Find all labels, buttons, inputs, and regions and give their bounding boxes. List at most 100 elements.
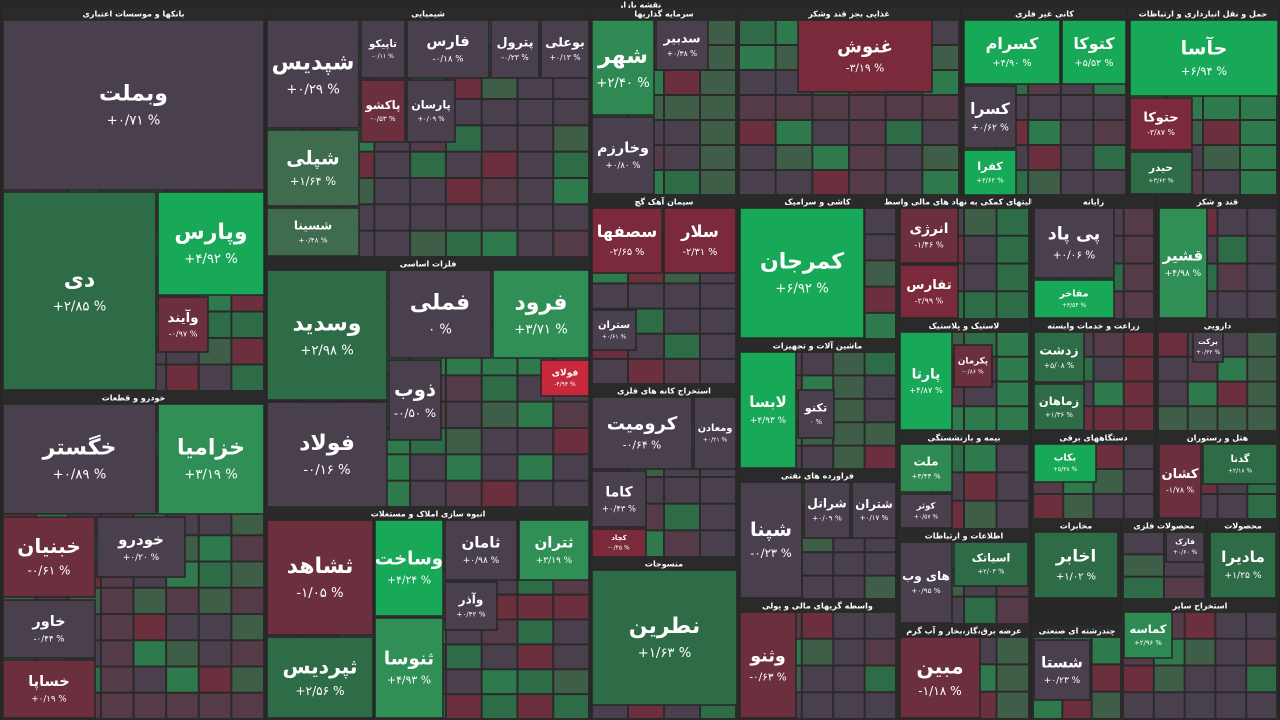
stock-tile[interactable]: وآیند -۰/۹۷ %	[157, 296, 209, 353]
stock-tile[interactable]: اخابر +۱/۰۲ %	[1033, 531, 1119, 599]
stock-tile[interactable]: بکاب +۵/۳۸ %	[1033, 443, 1097, 483]
tile-change: -۰/۶۳ %	[749, 671, 787, 683]
stock-tile[interactable]: های وب +۰/۹۵ %	[899, 541, 953, 624]
stock-tile[interactable]: مادیرا +۱/۲۵ %	[1209, 531, 1277, 599]
tile-name: وساخت	[375, 548, 443, 569]
stock-tile[interactable]: شهر +۲/۴۰ %	[591, 19, 655, 116]
stock-tile[interactable]: کچاد -۰/۴۵ %	[591, 528, 647, 558]
stock-tile[interactable]: حآسا +۶/۹۴ %	[1129, 19, 1279, 97]
stock-tile[interactable]: وآذر+۰/۴۲ %	[444, 581, 498, 631]
stock-tile[interactable]: لابسا +۴/۹۳ %	[739, 351, 797, 469]
stock-tile[interactable]: خبنیان -۰/۶۱ %	[2, 516, 96, 598]
tile-box	[899, 331, 953, 431]
stock-tile[interactable]: کسرام +۴/۹۰ %	[963, 19, 1061, 85]
stock-tile[interactable]: تفارس -۲/۹۹ %	[899, 264, 959, 319]
stock-tile[interactable]: سصفها -۲/۶۵ %	[591, 207, 663, 274]
tile-name: کوثر	[916, 502, 936, 512]
stock-tile[interactable]: خساپا +۰/۱۹ %	[2, 659, 96, 719]
stock-tile[interactable]: وبملت +۰/۷۱ %	[2, 19, 265, 191]
stock-tile[interactable]: ثامان +۰/۹۸ %	[444, 519, 518, 581]
stock-tile[interactable]: گدنا +۲/۱۸ %	[1202, 443, 1278, 485]
stock-tile[interactable]: زدشت +۵/۰۸ %	[1033, 331, 1085, 383]
stock-tile[interactable]: زماهان +۱/۳۶ %	[1033, 383, 1085, 431]
stock-tile[interactable]: وپارس +۴/۹۲ %	[157, 191, 265, 296]
tile-box	[266, 207, 360, 257]
stock-tile[interactable]: خگستر +۰/۸۹ %	[2, 403, 157, 515]
stock-tile[interactable]: قشیر +۴/۹۸ %	[1158, 207, 1208, 319]
stock-tile[interactable]: وخارزم +۰/۸۰ %	[591, 116, 655, 195]
stock-tile[interactable]: تاپیکو -۰/۱۱ %	[360, 19, 406, 79]
stock-tile[interactable]: وساخت +۴/۲۴ %	[374, 519, 444, 617]
stock-tile[interactable]: تکنو ۰ %	[797, 389, 835, 439]
stock-tile[interactable]: پی پاد +۰/۰۶ %	[1033, 207, 1115, 279]
stock-tile[interactable]: فولای -۴/۹۴ %	[540, 359, 590, 397]
stock-tile[interactable]: کماسه +۲/۹۶ %	[1123, 611, 1173, 659]
stock-tile[interactable]: فارک +۰/۶۰ %	[1165, 531, 1205, 563]
stock-tile[interactable]: انرژی -۱/۴۶ %	[899, 207, 959, 264]
stock-tile[interactable]: اسیاتک +۲/۰۳ %	[953, 541, 1029, 587]
small-tile	[1247, 639, 1276, 665]
stock-tile[interactable]: ثشاهد -۱/۰۵ %	[266, 519, 374, 636]
stock-tile[interactable]: شسینا +۰/۴۸ %	[266, 207, 360, 257]
stock-tile[interactable]: حیدر +۳/۶۲ %	[1129, 151, 1193, 195]
stock-tile[interactable]: ثتران +۳/۱۹ %	[518, 519, 590, 581]
stock-tile[interactable]: فرود +۳/۷۱ %	[492, 269, 590, 359]
stock-tile[interactable]: شراتل +۰/۰۹ %	[803, 481, 851, 539]
stock-tile[interactable]: کاما +۰/۴۳ %	[591, 470, 647, 528]
stock-tile[interactable]: ستران +۰/۶۱ %	[591, 309, 637, 351]
stock-tile[interactable]: سدبیر +۰/۳۸ %	[655, 19, 709, 71]
stock-tile[interactable]: دی +۲/۸۵ %	[2, 191, 157, 391]
stock-tile[interactable]: کسرا +۰/۶۲ %	[963, 85, 1017, 149]
small-tile	[701, 504, 735, 530]
stock-tile[interactable]: ثنوسا +۴/۹۳ %	[374, 617, 444, 719]
stock-tile[interactable]: وثنو -۰/۶۳ %	[739, 611, 797, 719]
stock-tile[interactable]: کفرا +۳/۶۲ %	[963, 149, 1017, 196]
small-tile	[629, 334, 663, 358]
stock-tile[interactable]: ومعادن +۰/۲۱ %	[693, 396, 737, 470]
stock-tile[interactable]: بوعلی +۰/۱۳ %	[540, 19, 590, 79]
stock-tile[interactable]: کمرجان +۶/۹۲ %	[739, 207, 865, 339]
tile-change: +۳/۶۲ %	[976, 176, 1004, 184]
small-tile	[375, 152, 410, 177]
stock-tile[interactable]: برکت +۰/۳۲ %	[1192, 331, 1224, 363]
small-tile	[965, 501, 996, 528]
stock-tile[interactable]: کشان -۱/۷۸ %	[1158, 443, 1202, 519]
stock-tile[interactable]: مبین -۱/۱۸ %	[899, 636, 981, 719]
small-tile	[886, 121, 922, 144]
stock-tile[interactable]: سلار -۲/۳۱ %	[663, 207, 737, 274]
stock-tile[interactable]: شستا +۰/۲۳ %	[1033, 639, 1091, 701]
stock-tile[interactable]: شپنا -۰/۲۳ %	[739, 481, 803, 599]
stock-tile[interactable]: کرومیت -۰/۶۴ %	[591, 396, 693, 470]
stock-tile[interactable]: شتران+۰/۱۷ %	[851, 481, 897, 539]
small-tile	[1247, 693, 1276, 718]
stock-tile[interactable]: مفاخر +۳/۵۴ %	[1033, 279, 1115, 319]
stock-tile[interactable]: کوثر+۰/۵۷ %	[899, 493, 953, 529]
stock-tile[interactable]: پاکشو-۰/۵۳ %	[360, 79, 406, 143]
stock-tile[interactable]: ملت +۳/۴۴ %	[899, 443, 953, 493]
stock-tile[interactable]: شپدیس +۰/۲۹ %	[266, 19, 360, 129]
small-tile	[518, 455, 553, 480]
small-tile	[1218, 333, 1247, 356]
tile-name: کسرام	[986, 34, 1039, 53]
stock-tile[interactable]: خزامیا +۳/۱۹ %	[157, 403, 265, 515]
stock-tile[interactable]: فملی ۰ %	[388, 269, 492, 359]
stock-tile[interactable]: پارسان +۰/۰۹ %	[406, 79, 456, 143]
tile-box	[388, 359, 442, 441]
small-tile	[518, 695, 553, 718]
stock-tile[interactable]: کتوکا +۵/۵۲ %	[1061, 19, 1127, 85]
stock-tile[interactable]: ذوب -۰/۵۰ %	[388, 359, 442, 441]
stock-tile[interactable]: خاور -۰/۴۴ %	[2, 599, 96, 659]
stock-tile[interactable]: پترول -۰/۲۳ %	[490, 19, 540, 79]
stock-tile[interactable]: پارتا +۴/۸۷ %	[899, 331, 953, 431]
stock-tile[interactable]: خودرو +۰/۲۰ %	[96, 516, 186, 578]
stock-tile[interactable]: وسدید +۲/۹۸ %	[266, 269, 388, 401]
stock-tile[interactable]: فارس -۰/۱۸ %	[406, 19, 490, 79]
stock-tile[interactable]: پکرمان -۰/۸۶ %	[953, 344, 993, 388]
stock-tile[interactable]: حتوکا -۳/۸۷ %	[1129, 97, 1193, 151]
stock-tile[interactable]: غنوش -۳/۱۹ %	[797, 19, 933, 93]
stock-tile[interactable]: شپلی +۱/۶۴ %	[266, 129, 360, 207]
tile-box	[591, 207, 663, 274]
stock-tile[interactable]: نطرین +۱/۶۳ %	[591, 569, 738, 706]
stock-tile[interactable]: فولاد -۰/۱۶ %	[266, 401, 388, 508]
stock-tile[interactable]: ثپردیس +۲/۵۶ %	[266, 636, 374, 719]
